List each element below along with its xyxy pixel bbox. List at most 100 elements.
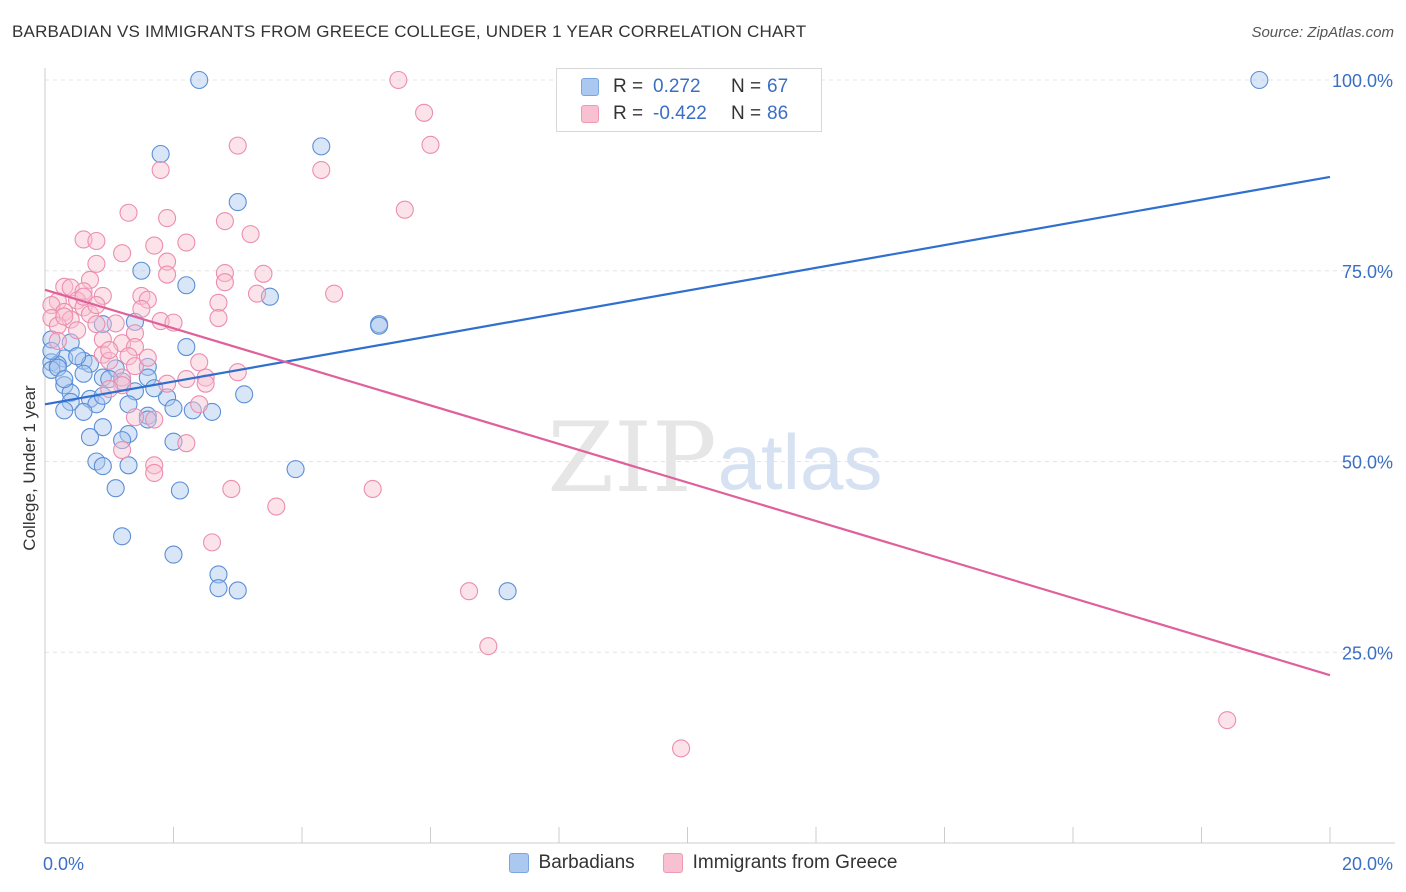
- point-barbadians: [55, 376, 74, 395]
- point-greece: [138, 348, 157, 367]
- y-tick-label: 25.0%: [1342, 643, 1393, 663]
- point-greece: [138, 290, 157, 309]
- point-barbadians: [138, 357, 157, 376]
- x-tick-label-left: 0.0%: [43, 854, 84, 874]
- point-greece: [672, 739, 691, 758]
- point-greece: [145, 410, 164, 429]
- point-barbadians: [164, 399, 183, 418]
- point-greece: [113, 441, 132, 460]
- point-barbadians: [48, 358, 67, 377]
- trend-line-barbadians: [44, 175, 1331, 406]
- point-greece: [459, 582, 479, 601]
- point-barbadians: [55, 370, 74, 389]
- watermark: ZIP atlas: [547, 402, 882, 514]
- point-greece: [158, 209, 177, 228]
- point-greece: [87, 254, 106, 273]
- point-greece: [325, 284, 344, 303]
- point-greece: [209, 309, 228, 328]
- point-greece: [254, 264, 273, 283]
- point-barbadians: [228, 193, 247, 212]
- point-greece: [209, 293, 228, 312]
- point-greece: [119, 347, 138, 366]
- point-barbadians: [87, 452, 106, 471]
- point-greece: [80, 305, 100, 324]
- point-barbadians: [80, 428, 100, 447]
- point-greece: [228, 136, 247, 155]
- n-label: N =: [731, 103, 762, 124]
- point-barbadians: [132, 261, 151, 280]
- point-barbadians: [113, 527, 132, 546]
- point-greece: [132, 299, 151, 318]
- point-greece: [100, 341, 119, 360]
- point-barbadians: [113, 431, 132, 450]
- point-greece: [125, 324, 144, 343]
- point-greece: [389, 70, 408, 90]
- point-greece: [215, 273, 234, 292]
- point-greece: [125, 357, 144, 376]
- point-barbadians: [151, 144, 170, 164]
- point-greece: [119, 203, 138, 222]
- point-greece: [1218, 711, 1237, 730]
- legend-item-greece[interactable]: Immigrants from Greece: [662, 852, 897, 874]
- point-greece: [145, 236, 164, 255]
- chart-title: BARBADIAN VS IMMIGRANTS FROM GREECE COLL…: [12, 22, 807, 41]
- trend-lines: [44, 175, 1331, 677]
- point-barbadians: [190, 70, 209, 90]
- y-tick-label: 75.0%: [1342, 262, 1393, 282]
- legend-swatch-greece: [662, 853, 683, 873]
- point-greece: [177, 233, 196, 252]
- point-barbadians: [228, 581, 247, 600]
- point-greece: [215, 212, 234, 231]
- point-greece: [222, 479, 241, 499]
- point-barbadians: [74, 402, 93, 421]
- point-greece: [113, 368, 132, 387]
- point-greece: [145, 463, 164, 482]
- legend-swatch-barbadians: [508, 853, 529, 873]
- watermark-atlas: atlas: [718, 418, 883, 506]
- point-barbadians: [235, 385, 254, 404]
- legend-swatch-barbadians: [581, 78, 599, 96]
- y-tick-label: 50.0%: [1342, 453, 1393, 473]
- gridlines: [45, 79, 1395, 653]
- tick-labels: 25.0% 50.0% 75.0% 100.0% 0.0% 20.0%: [43, 71, 1393, 874]
- point-greece: [55, 307, 74, 326]
- point-greece: [158, 265, 177, 284]
- point-greece: [415, 103, 434, 122]
- point-barbadians: [498, 582, 517, 601]
- point-barbadians: [93, 315, 112, 334]
- point-greece: [190, 395, 209, 414]
- watermark-zip: ZIP: [547, 402, 716, 514]
- point-greece: [87, 231, 106, 251]
- point-greece: [125, 337, 144, 357]
- trend-line-greece: [44, 288, 1331, 677]
- legend-label-barbadians: Barbadians: [538, 852, 635, 873]
- point-barbadians: [286, 460, 305, 479]
- point-greece: [125, 408, 144, 427]
- point-greece: [241, 225, 260, 244]
- point-greece: [363, 479, 382, 499]
- point-barbadians: [312, 137, 331, 156]
- r-label: R =: [613, 76, 644, 97]
- point-greece: [479, 637, 498, 656]
- point-greece: [48, 331, 67, 350]
- legend-row-barbadians: R = 0.272 N = 67: [581, 75, 788, 99]
- point-barbadians: [370, 316, 389, 335]
- data-points: [42, 70, 1269, 758]
- r-value: -0.422: [653, 103, 707, 124]
- point-greece: [395, 200, 414, 219]
- r-value: 0.272: [653, 76, 701, 97]
- point-barbadians: [106, 479, 125, 498]
- point-greece: [151, 160, 170, 180]
- n-value: 86: [767, 103, 789, 124]
- point-barbadians: [164, 545, 183, 564]
- point-barbadians: [93, 368, 112, 387]
- point-barbadians: [170, 481, 189, 500]
- point-barbadians: [209, 565, 228, 584]
- point-greece: [145, 456, 164, 475]
- n-label: N =: [731, 76, 762, 97]
- point-greece: [74, 282, 93, 301]
- point-greece: [113, 244, 132, 263]
- point-greece: [177, 434, 196, 453]
- legend-item-barbadians[interactable]: Barbadians: [508, 852, 635, 874]
